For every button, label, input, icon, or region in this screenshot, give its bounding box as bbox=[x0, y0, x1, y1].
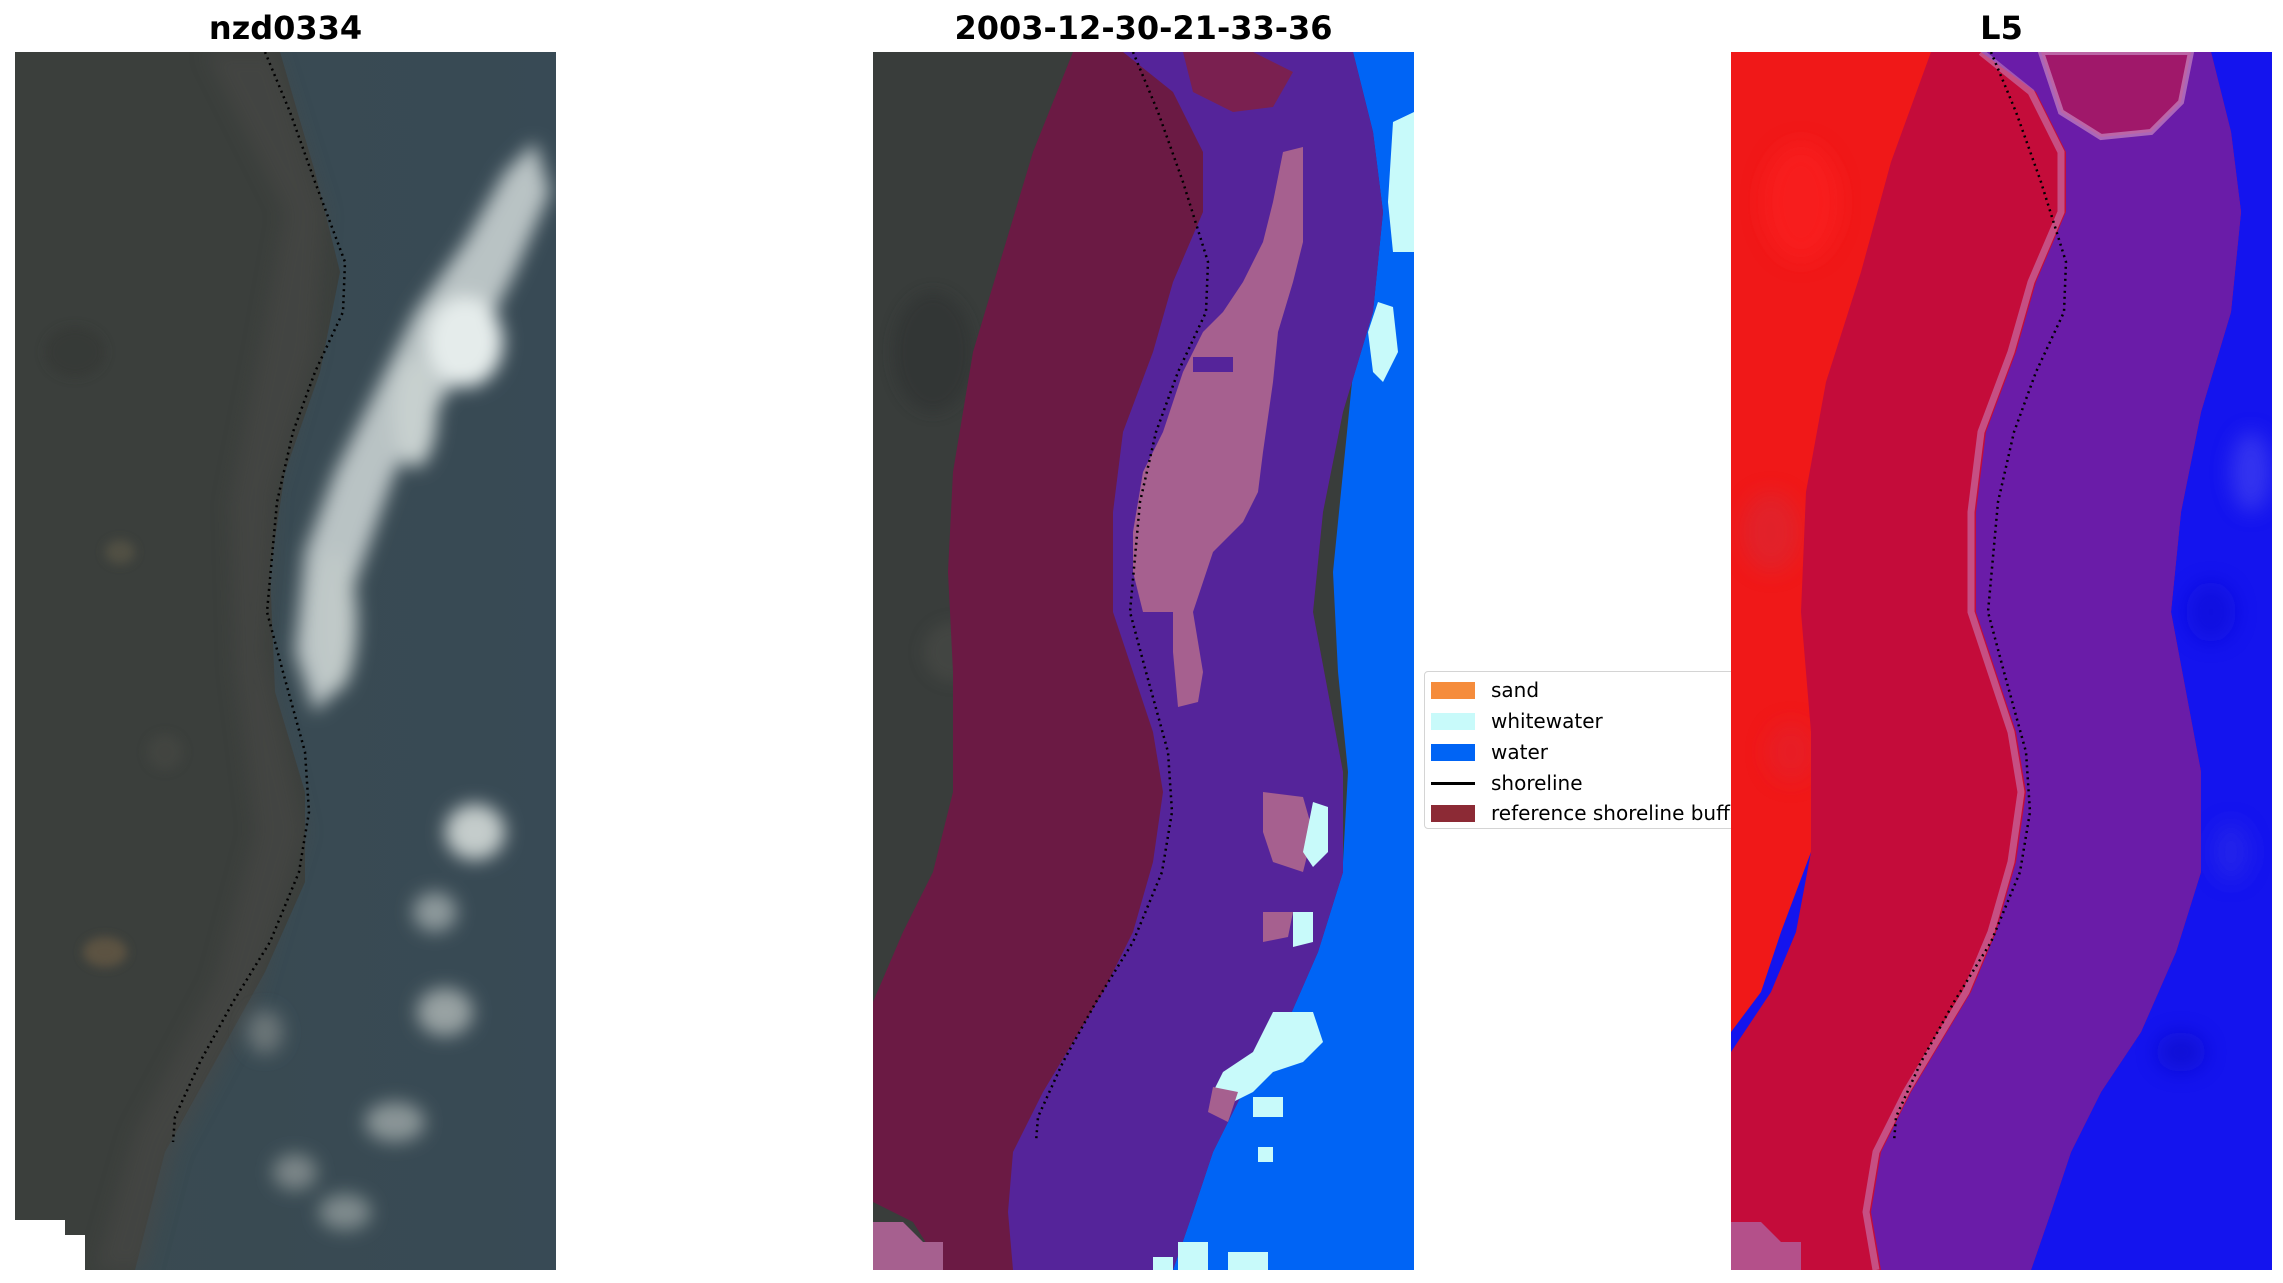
legend-label: shoreline bbox=[1491, 771, 1583, 795]
legend-label: reference shoreline buffer bbox=[1491, 801, 1740, 825]
no-data-corner bbox=[15, 1220, 85, 1270]
sand-patch-corner bbox=[873, 1222, 943, 1270]
index-foam-edge-top bbox=[2037, 52, 2195, 141]
land-texture bbox=[45, 327, 183, 967]
legend-label: sand bbox=[1491, 678, 1540, 702]
shoreline-swatch bbox=[1431, 775, 1475, 792]
whitewater-class-area bbox=[1133, 112, 1414, 1270]
panel-title-index: L5 bbox=[1980, 9, 2023, 47]
beach-sand-strip bbox=[95, 52, 325, 1270]
index-buffer-top bbox=[2041, 52, 2191, 137]
buffer-patch-top bbox=[1183, 52, 1293, 112]
index-buffer-water bbox=[1871, 52, 2241, 1270]
classified-image-panel bbox=[873, 52, 1414, 1270]
buffer-swatch bbox=[1431, 804, 1475, 822]
index-water-texture bbox=[2156, 432, 2271, 1072]
legend-item-whitewater: whitewater bbox=[1431, 709, 1603, 733]
whitewater-swatch bbox=[1431, 712, 1475, 730]
whitewater-foam bbox=[247, 142, 550, 1230]
legend: sand whitewater water shoreline referenc… bbox=[1424, 671, 1740, 829]
index-corner-patch bbox=[1731, 1222, 1801, 1270]
legend-label: water bbox=[1491, 740, 1548, 764]
water-swatch bbox=[1431, 743, 1475, 761]
index-image-panel bbox=[1731, 52, 2272, 1270]
shoreline-line bbox=[1892, 52, 2068, 1143]
classified-image bbox=[873, 52, 1414, 1270]
sand-swatch bbox=[1431, 681, 1475, 699]
legend-label: whitewater bbox=[1491, 709, 1603, 733]
rgb-image bbox=[15, 52, 556, 1270]
index-land-area bbox=[1731, 52, 1966, 1032]
panel-title-rgb: nzd0334 bbox=[208, 9, 363, 47]
legend-item-buffer: reference shoreline buffer bbox=[1431, 801, 1740, 825]
legend-item-shoreline: shoreline bbox=[1431, 771, 1583, 795]
rgb-image-panel bbox=[15, 52, 556, 1270]
legend-item-sand: sand bbox=[1431, 678, 1539, 702]
index-land-texture bbox=[1741, 142, 1841, 782]
shoreline-line bbox=[171, 52, 347, 1143]
index-foam-edge bbox=[1862, 52, 2065, 1270]
index-image bbox=[1731, 52, 2272, 1270]
panel-title-classified: 2003-12-30-21-33-36 bbox=[954, 9, 1333, 47]
water-class-area bbox=[1133, 52, 1414, 1270]
shoreline-line bbox=[1034, 52, 1210, 1143]
legend-item-water: water bbox=[1431, 740, 1548, 764]
